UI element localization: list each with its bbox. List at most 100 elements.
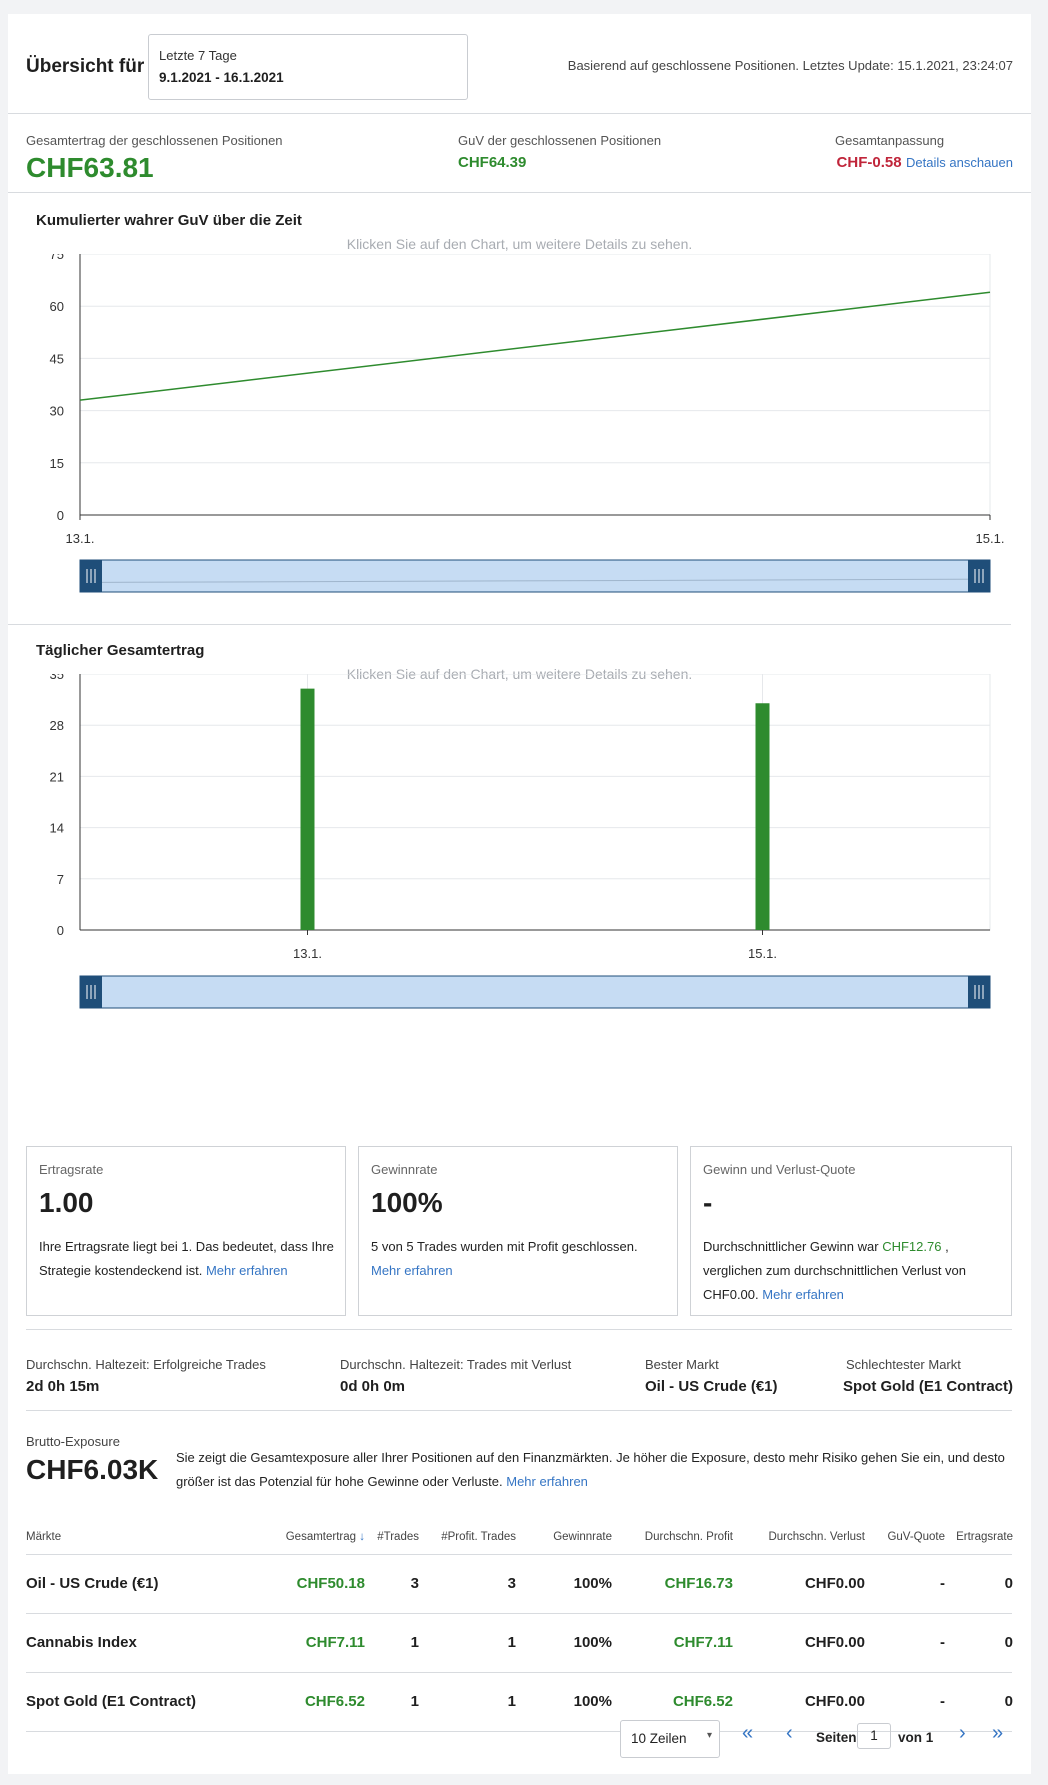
adjustment-details-link[interactable]: Details anschauen	[906, 155, 1013, 170]
return-rate-cell: 0	[1004, 1693, 1013, 1710]
pnl-ratio-text-before: Durchschnittlicher Gewinn war	[703, 1239, 879, 1254]
x-tick-label: 13.1.	[293, 946, 322, 961]
exposure-learn-more-link[interactable]: Mehr erfahren	[506, 1474, 588, 1489]
trades-cell: 3	[410, 1575, 419, 1592]
navigator-range[interactable]	[79, 559, 991, 593]
y-tick-label: 15	[50, 456, 64, 471]
total-return-cell: CHF50.18	[296, 1575, 365, 1592]
first-page-icon[interactable]: «	[742, 1722, 754, 1744]
win-rate-cell: 100%	[573, 1575, 612, 1592]
avg-loss-cell: CHF0.00	[804, 1634, 865, 1651]
plot-frame	[79, 674, 991, 931]
divider	[26, 1329, 1012, 1330]
y-tick-label: 7	[57, 872, 64, 887]
last-page-icon[interactable]: »	[992, 1722, 1004, 1744]
row-divider	[26, 1672, 1012, 1673]
x-tick-label: 15.1.	[748, 946, 777, 961]
period-selector[interactable]: Letzte 7 Tage 9.1.2021 - 16.1.2021	[148, 34, 468, 100]
profit-trades-cell: 3	[507, 1575, 516, 1592]
col-header-trades[interactable]: #Trades	[377, 1531, 419, 1543]
hold-win-value: 2d 0h 15m	[26, 1378, 100, 1395]
period-label: Letzte 7 Tage	[159, 48, 237, 63]
col-header-return-rate[interactable]: Ertragsrate	[956, 1531, 1013, 1543]
col-header-profit-trades[interactable]: #Profit. Trades	[441, 1531, 516, 1543]
next-page-icon[interactable]: ›	[959, 1722, 966, 1744]
win-rate-cell: 100%	[573, 1634, 612, 1651]
y-tick-label: 0	[57, 508, 64, 523]
return-rate-label: Ertragsrate	[39, 1162, 104, 1177]
y-tick-label: 14	[50, 821, 64, 836]
y-tick-label: 30	[50, 404, 64, 419]
pnl-ratio-value: -	[703, 1187, 713, 1218]
win-rate-cell: 100%	[573, 1693, 612, 1710]
win-rate-text: 5 von 5 Trades wurden mit Profit geschlo…	[371, 1235, 667, 1283]
best-market-label: Bester Markt	[645, 1357, 719, 1372]
return-rate-learn-more-link[interactable]: Mehr erfahren	[205, 1263, 288, 1278]
x-tick-label: 15.1.	[976, 531, 1005, 546]
y-tick-label: 21	[50, 769, 64, 784]
col-header-total-return-label: Gesamtertrag	[285, 1531, 357, 1543]
y-tick-label: 45	[50, 351, 64, 366]
pnl-ratio-learn-more-link[interactable]: Mehr erfahren	[762, 1287, 844, 1302]
divider	[26, 1554, 1012, 1555]
market-name-cell: Oil - US Crude (€1)	[26, 1575, 159, 1592]
col-header-total-return[interactable]: Gesamtertrag ↓	[286, 1531, 365, 1543]
total-return-label: Gesamtertrag der geschlossenen Positione…	[26, 133, 283, 148]
navigator-series-line	[79, 578, 991, 583]
avg-profit-cell: CHF16.73	[664, 1575, 733, 1592]
y-tick-label: 60	[50, 299, 64, 314]
win-rate-value: 100%	[371, 1187, 443, 1218]
return-rate-cell: 0	[1004, 1575, 1013, 1592]
hold-win-label: Durchschn. Haltezeit: Erfolgreiche Trade…	[26, 1357, 266, 1372]
rows-per-page-value: 10 Zeilen	[631, 1731, 687, 1746]
bar-chart-title: Täglicher Gesamtertrag	[36, 642, 205, 659]
pnl-ratio-cell: -	[940, 1634, 945, 1651]
adjustment-value: CHF-0.58	[836, 154, 902, 171]
navigator-range[interactable]	[79, 975, 991, 1009]
sort-arrow-icon: ↓	[359, 1531, 365, 1543]
divider	[26, 1410, 1012, 1411]
adjustment-label: Gesamtanpassung	[835, 133, 945, 148]
prev-page-icon[interactable]: ‹	[786, 1722, 793, 1744]
worst-market-value: Spot Gold (E1 Contract)	[843, 1378, 1013, 1395]
pnl-label: GuV der geschlossenen Positionen	[458, 133, 662, 148]
avg-profit-cell: CHF6.52	[672, 1693, 733, 1710]
x-tick-label: 13.1.	[66, 531, 95, 546]
pnl-value: CHF64.39	[458, 154, 527, 171]
divider	[8, 192, 1031, 193]
win-rate-card: Gewinnrate 100% 5 von 5 Trades wurden mi…	[358, 1146, 678, 1316]
col-header-avg-loss[interactable]: Durchschn. Verlust	[768, 1531, 865, 1543]
total-return-cell: CHF7.11	[305, 1634, 365, 1651]
exposure-value: CHF6.03K	[26, 1454, 159, 1485]
page-title: Übersicht für	[26, 56, 145, 77]
daily-return-bar[interactable]	[755, 703, 770, 930]
daily-return-bar[interactable]	[300, 688, 315, 930]
pnl-ratio-text-after: , verglichen zum durchschnittlichen Verl…	[703, 1239, 967, 1302]
row-divider	[26, 1613, 1012, 1614]
col-header-markets[interactable]: Märkte	[26, 1531, 62, 1543]
y-tick-label: 35	[50, 674, 64, 682]
pages-label: Seiten	[816, 1730, 857, 1745]
col-header-pnl-ratio[interactable]: GuV-Quote	[887, 1531, 945, 1543]
line-chart-title: Kumulierter wahrer GuV über die Zeit	[36, 212, 302, 229]
cumulative-pnl-chart[interactable]: 0 15 30 45 60 75 13.1. 15.1.	[8, 254, 1031, 614]
divider	[8, 113, 1031, 114]
page-number-input[interactable]: 1	[857, 1723, 891, 1749]
return-rate-value: 1.00	[39, 1187, 94, 1218]
win-rate-description: 5 von 5 Trades wurden mit Profit geschlo…	[371, 1239, 638, 1254]
col-header-avg-profit[interactable]: Durchschn. Profit	[644, 1531, 733, 1543]
exposure-text: Sie zeigt die Gesamtexposure aller Ihrer…	[176, 1446, 1012, 1494]
col-header-win-rate[interactable]: Gewinnrate	[553, 1531, 612, 1543]
pnl-ratio-label: Gewinn und Verlust-Quote	[703, 1162, 856, 1177]
market-name-cell: Cannabis Index	[26, 1634, 137, 1651]
total-return-value: CHF63.81	[26, 152, 154, 183]
win-rate-learn-more-link[interactable]: Mehr erfahren	[371, 1263, 453, 1278]
rows-per-page-select[interactable]: 10 Zeilen ▾	[620, 1720, 720, 1758]
daily-return-chart[interactable]: 0 7 14 21 28 35 13.1. 15.1.	[8, 674, 1031, 1039]
overview-card: Übersicht für Letzte 7 Tage 9.1.2021 - 1…	[8, 14, 1031, 1774]
cumulative-pnl-line[interactable]	[79, 291, 991, 401]
avg-loss-cell: CHF0.00	[804, 1575, 865, 1592]
market-name-cell: Spot Gold (E1 Contract)	[26, 1693, 196, 1710]
page-count-label: von 1	[898, 1730, 934, 1745]
divider	[8, 624, 1011, 625]
